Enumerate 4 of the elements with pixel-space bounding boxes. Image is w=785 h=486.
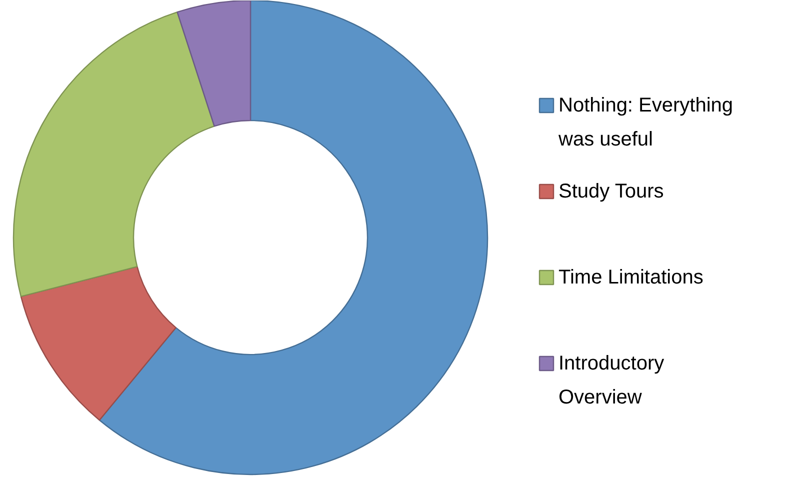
legend-label: Introductory Overview <box>558 352 664 408</box>
legend-label: Nothing: Everything was useful <box>558 94 734 150</box>
legend-label: Study Tours <box>558 180 664 202</box>
legend-label: Time Limitations <box>558 266 704 288</box>
